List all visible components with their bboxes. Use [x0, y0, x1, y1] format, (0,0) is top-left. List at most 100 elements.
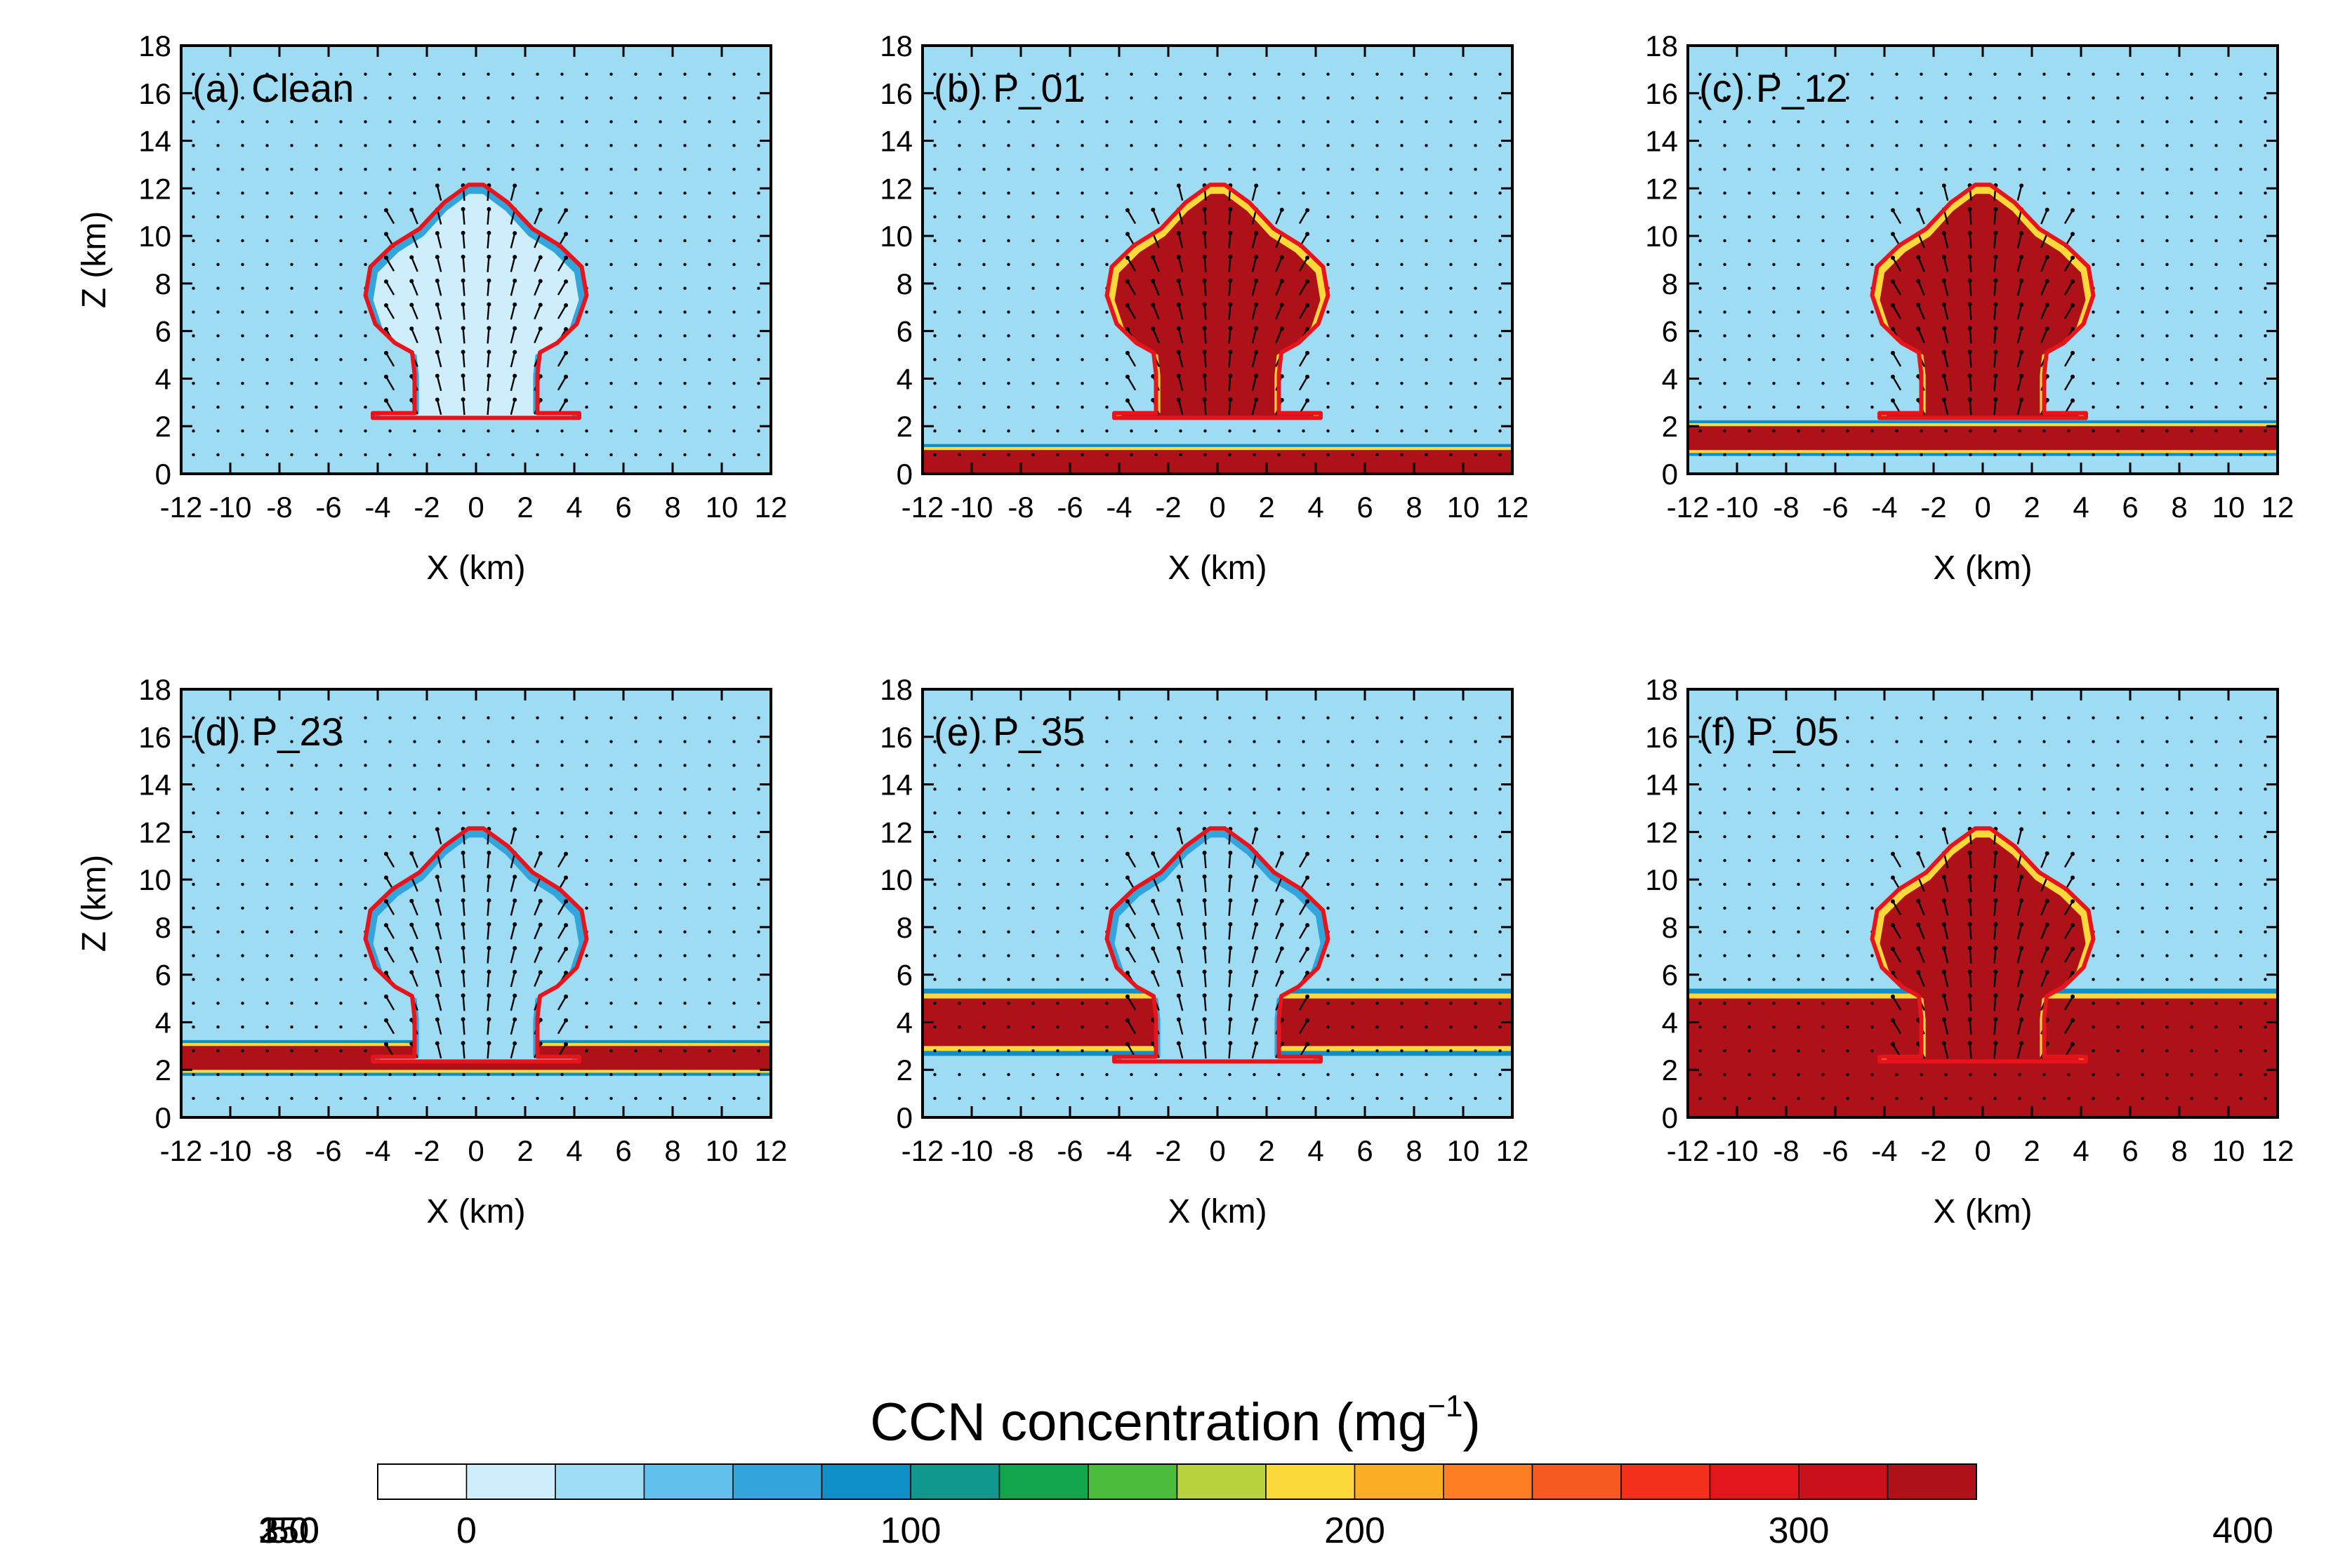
wind-dot [2116, 405, 2120, 409]
wind-dot [1105, 716, 1109, 719]
wind-arrow [2016, 948, 2023, 964]
wind-dot [290, 144, 293, 147]
wind-arrow [385, 901, 395, 915]
wind-dot [2165, 954, 2169, 957]
wind-dot [1400, 1025, 1404, 1029]
wind-dot [1400, 263, 1404, 266]
wind-dot [2190, 239, 2193, 243]
wind-dot [1698, 286, 1702, 290]
wind-dot [1277, 764, 1281, 767]
wind-arrow-head [1254, 231, 1259, 236]
wind-dot [2214, 1025, 2218, 1029]
wind-dot [1772, 263, 1776, 266]
wind-dot [1772, 286, 1776, 290]
x-tick-label: -6 [1057, 1134, 1083, 1167]
wind-dot [1302, 764, 1305, 767]
wind-dot [1698, 906, 1702, 910]
wind-dot [757, 168, 760, 171]
wind-dot [1474, 978, 1477, 981]
cloud-interior-core [373, 837, 579, 1062]
wind-dot [1228, 429, 1231, 433]
wind-arrow-head [487, 350, 491, 354]
wind-dot [2214, 788, 2218, 791]
wind-arrow-head [1916, 898, 1921, 903]
wind-dot [1130, 788, 1133, 791]
wind-arrow-head [487, 1017, 491, 1022]
wind-arrow-head [513, 350, 517, 354]
wind-dot [2067, 764, 2070, 767]
wind-dot [1449, 382, 1453, 385]
wind-arrow-head [1305, 923, 1310, 928]
wind-dot [732, 382, 736, 385]
wind-dot [1007, 788, 1010, 791]
wind-dot [315, 858, 318, 863]
wind-dot [982, 96, 986, 100]
wind-dot [1031, 429, 1035, 433]
wind-dot [2018, 764, 2021, 767]
wind-dot [958, 120, 961, 124]
wind-dot [1797, 215, 1800, 219]
wind-dot [2165, 835, 2169, 839]
wind-arrow [1275, 971, 1283, 988]
wind-arrow-head [538, 279, 543, 284]
wind-dot [1797, 1072, 1800, 1077]
wind-arrow-head [1305, 899, 1310, 904]
wind-dot [1797, 1002, 1800, 1005]
x-tick-label: 2 [1258, 1134, 1274, 1167]
wind-arrow-head [1890, 875, 1895, 880]
wind-arrow-head [1125, 374, 1130, 379]
wind-dot [339, 191, 343, 195]
wind-dot [1400, 788, 1404, 791]
wind-arrow-head [1176, 326, 1181, 331]
wind-dot [634, 358, 638, 361]
wind-dot [2165, 788, 2169, 791]
wind-dot [265, 239, 269, 243]
y-tick-label: 6 [1662, 959, 1678, 992]
wind-arrow [436, 256, 442, 272]
wind-dot [1425, 358, 1428, 361]
wind-dot [364, 1025, 367, 1029]
wind-dot [933, 882, 937, 886]
wind-dot [634, 168, 638, 171]
wind-dot [1375, 334, 1379, 338]
wind-dot [2214, 334, 2218, 338]
wind-dot [585, 1025, 588, 1029]
wind-dot [585, 1096, 588, 1101]
wind-dot [1425, 788, 1428, 791]
wind-dot [757, 788, 760, 791]
wind-dot [1772, 334, 1776, 338]
wind-dot [708, 978, 711, 981]
wind-dot [290, 930, 293, 934]
wind-arrow [1177, 304, 1184, 320]
wind-dot [1449, 1096, 1453, 1101]
wind-dot [1772, 1025, 1776, 1029]
wind-dot [1056, 453, 1059, 457]
wind-arrow-head [461, 922, 465, 926]
wind-dot [933, 764, 937, 767]
wind-dot [1698, 310, 1702, 314]
wind-arrow-head [2045, 207, 2049, 212]
wind-dot [1748, 1002, 1751, 1005]
wind-dot [2067, 788, 2070, 791]
wind-arrow [436, 995, 442, 1011]
wind-arrow [1152, 209, 1160, 225]
wind-dot [413, 1072, 416, 1077]
wind-dot [2214, 144, 2218, 147]
wind-dot [1895, 1096, 1898, 1101]
wind-arrow-head [1202, 326, 1207, 331]
wind-arrow-head [538, 922, 543, 927]
wind-arrow [1203, 971, 1207, 988]
wind-dot [1870, 1002, 1874, 1005]
wind-arrow-head [1305, 947, 1310, 952]
wind-dot [1351, 144, 1354, 147]
wind-dot [1351, 358, 1354, 361]
wind-dot [732, 334, 736, 338]
wind-arrow [385, 305, 395, 319]
wind-arrow-head [1254, 922, 1259, 926]
wind-dot [683, 382, 687, 385]
wind-arrow-head [1890, 1018, 1895, 1023]
x-axis-label: X (km) [426, 1193, 525, 1230]
wind-arrow-head [383, 398, 388, 403]
wind-dot [1821, 1025, 1825, 1029]
wind-dot [2092, 906, 2095, 910]
